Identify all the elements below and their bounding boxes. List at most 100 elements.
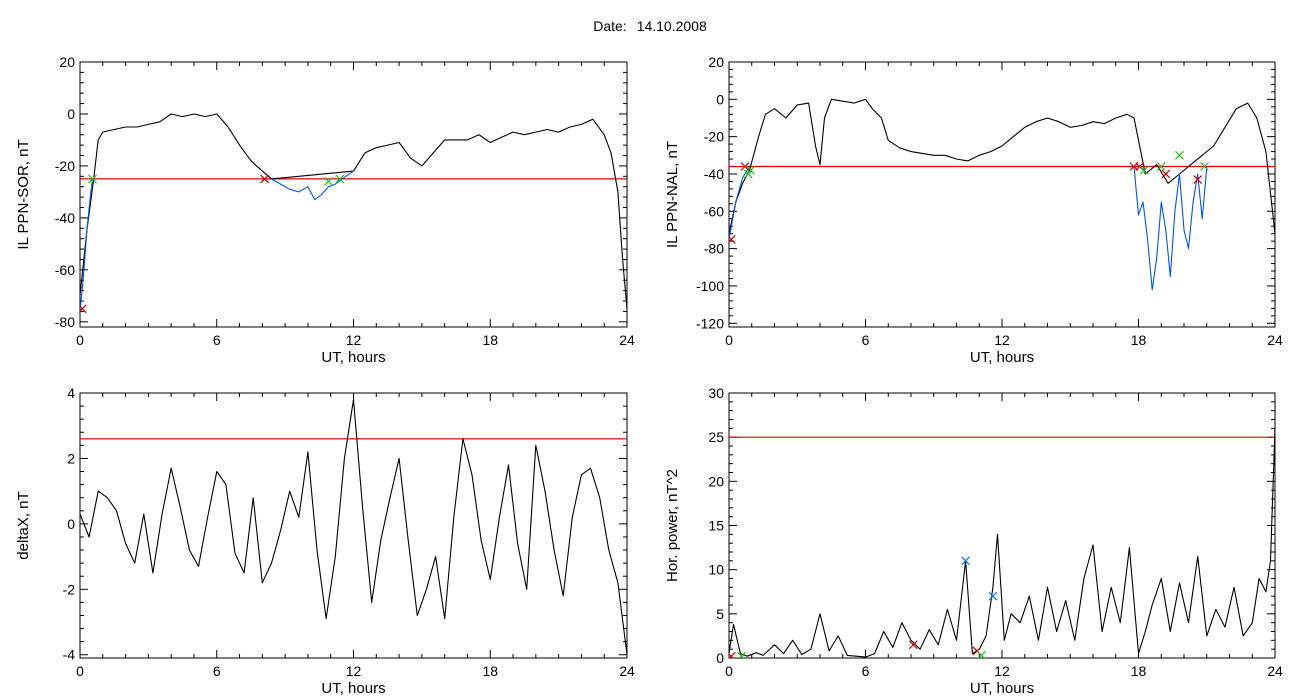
cross-marker bbox=[80, 304, 87, 314]
cross-marker-stroke bbox=[978, 650, 986, 658]
cross-marker-stroke bbox=[1139, 165, 1149, 175]
y-tick-label: 0 bbox=[716, 650, 724, 666]
cross-marker bbox=[1139, 165, 1149, 175]
y-tick-label: 0 bbox=[67, 516, 75, 532]
plot-area bbox=[729, 428, 1275, 658]
y-tick-label: -80 bbox=[55, 314, 75, 330]
y-tick-label: 5 bbox=[716, 606, 724, 622]
x-tick-label: 6 bbox=[213, 663, 221, 679]
x-tick-label: 12 bbox=[994, 332, 1010, 348]
cross-marker bbox=[1193, 175, 1203, 184]
cross-marker-stroke bbox=[1193, 175, 1203, 184]
cross-marker-stroke bbox=[972, 646, 982, 656]
series-line-trace bbox=[729, 428, 1275, 658]
y-tick-label: -40 bbox=[704, 166, 724, 182]
series-line-trace bbox=[80, 398, 627, 655]
y-tick-label: 20 bbox=[59, 54, 75, 70]
y-tick-label: 10 bbox=[708, 562, 724, 578]
y-tick-label: 4 bbox=[67, 385, 75, 401]
plot-frame bbox=[79, 392, 628, 659]
series-line-disturbed bbox=[271, 170, 354, 201]
y-tick-label: 0 bbox=[716, 91, 724, 107]
x-tick-label: 24 bbox=[1267, 332, 1283, 348]
cross-marker-stroke bbox=[260, 174, 270, 184]
y-tick-label: 20 bbox=[708, 54, 724, 70]
x-tick-label: 18 bbox=[482, 663, 498, 679]
y-tick-label: -2 bbox=[63, 581, 76, 597]
cross-marker-stroke bbox=[729, 234, 736, 243]
cross-marker-stroke bbox=[740, 162, 750, 171]
x-tick-label: 24 bbox=[619, 663, 635, 679]
x-tick-label: 6 bbox=[213, 332, 221, 348]
x-tick-label: 0 bbox=[76, 663, 84, 679]
cross-marker-stroke bbox=[988, 591, 998, 601]
chart-panel-il-ppn-sor: 0 6 12 18 24 -80 -60 -40 -20 0 20 UT, hours IL PPN-S… bbox=[15, 54, 635, 366]
y-tick-label: -20 bbox=[704, 129, 724, 145]
plot-area bbox=[80, 398, 627, 655]
y-tick-label: -4 bbox=[63, 647, 76, 663]
series-line-trace bbox=[80, 113, 627, 309]
y-tick-label: 2 bbox=[67, 450, 75, 466]
x-tick-label: 18 bbox=[482, 332, 498, 348]
x-axis-label: UT, hours bbox=[970, 349, 1034, 366]
cross-marker bbox=[1161, 169, 1171, 179]
cross-marker-stroke bbox=[1135, 162, 1145, 171]
cross-marker bbox=[260, 174, 270, 184]
series-line-disturbed bbox=[729, 166, 750, 240]
chart-panel-il-ppn-nal: 0 6 12 18 24 -120 -100 -80 -60 -40 -20 0 20 UT, hours… bbox=[664, 54, 1283, 366]
cross-marker bbox=[729, 651, 736, 658]
cross-marker bbox=[1175, 150, 1184, 160]
x-tick-label: 18 bbox=[1131, 663, 1147, 679]
cross-marker-stroke bbox=[746, 165, 756, 175]
y-axis-label: deltaX, nT bbox=[15, 491, 32, 559]
cross-marker-stroke bbox=[80, 304, 87, 312]
y-tick-label: -100 bbox=[696, 278, 724, 294]
series-line-disturbed bbox=[80, 178, 94, 312]
cross-marker bbox=[737, 651, 746, 658]
x-tick-label: 24 bbox=[1267, 663, 1283, 679]
x-axis-label: UT, hours bbox=[970, 680, 1034, 697]
plot-area bbox=[729, 98, 1275, 291]
cross-marker-stroke bbox=[729, 651, 736, 658]
x-tick-label: 18 bbox=[1131, 332, 1147, 348]
y-axis-label: IL PPN-NAL, nT bbox=[664, 141, 681, 248]
y-axis-label: Hor. power, nT^2 bbox=[664, 469, 681, 582]
cross-marker-stroke bbox=[738, 651, 746, 658]
date-label: Date: bbox=[593, 18, 627, 34]
cross-marker bbox=[988, 591, 998, 601]
page-title: Date: 14.10.2008 bbox=[0, 18, 1300, 34]
y-tick-label: -80 bbox=[704, 241, 724, 257]
y-tick-label: -60 bbox=[704, 203, 724, 219]
cross-marker-stroke bbox=[908, 640, 918, 650]
plot-frame bbox=[728, 392, 1276, 659]
date-value: 14.10.2008 bbox=[636, 18, 707, 34]
cross-marker-stroke bbox=[324, 177, 333, 186]
cross-marker bbox=[961, 556, 971, 566]
cross-marker bbox=[1200, 162, 1209, 171]
cross-marker bbox=[977, 650, 986, 658]
x-tick-label: 12 bbox=[346, 332, 362, 348]
y-tick-label: 30 bbox=[708, 385, 724, 401]
y-tick-label: 15 bbox=[708, 518, 724, 534]
x-tick-label: 0 bbox=[725, 332, 733, 348]
plot-frame bbox=[79, 61, 628, 328]
x-tick-label: 12 bbox=[994, 663, 1010, 679]
plot-area bbox=[80, 113, 627, 314]
x-tick-label: 0 bbox=[76, 332, 84, 348]
cross-marker-stroke bbox=[1200, 162, 1209, 171]
cross-marker bbox=[88, 174, 97, 184]
cross-marker-stroke bbox=[88, 174, 97, 184]
y-tick-label: -20 bbox=[55, 158, 75, 174]
cross-marker-stroke bbox=[1175, 150, 1184, 160]
y-tick-label: 20 bbox=[708, 473, 724, 489]
y-axis-label: IL PPN-SOR, nT bbox=[15, 139, 32, 249]
x-axis-label: UT, hours bbox=[321, 680, 385, 697]
x-tick-label: 12 bbox=[346, 663, 362, 679]
x-tick-label: 6 bbox=[862, 663, 870, 679]
cross-marker bbox=[729, 234, 736, 244]
plot-frame bbox=[728, 61, 1276, 328]
y-tick-label: -120 bbox=[696, 315, 724, 331]
x-axis-label: UT, hours bbox=[321, 349, 385, 366]
